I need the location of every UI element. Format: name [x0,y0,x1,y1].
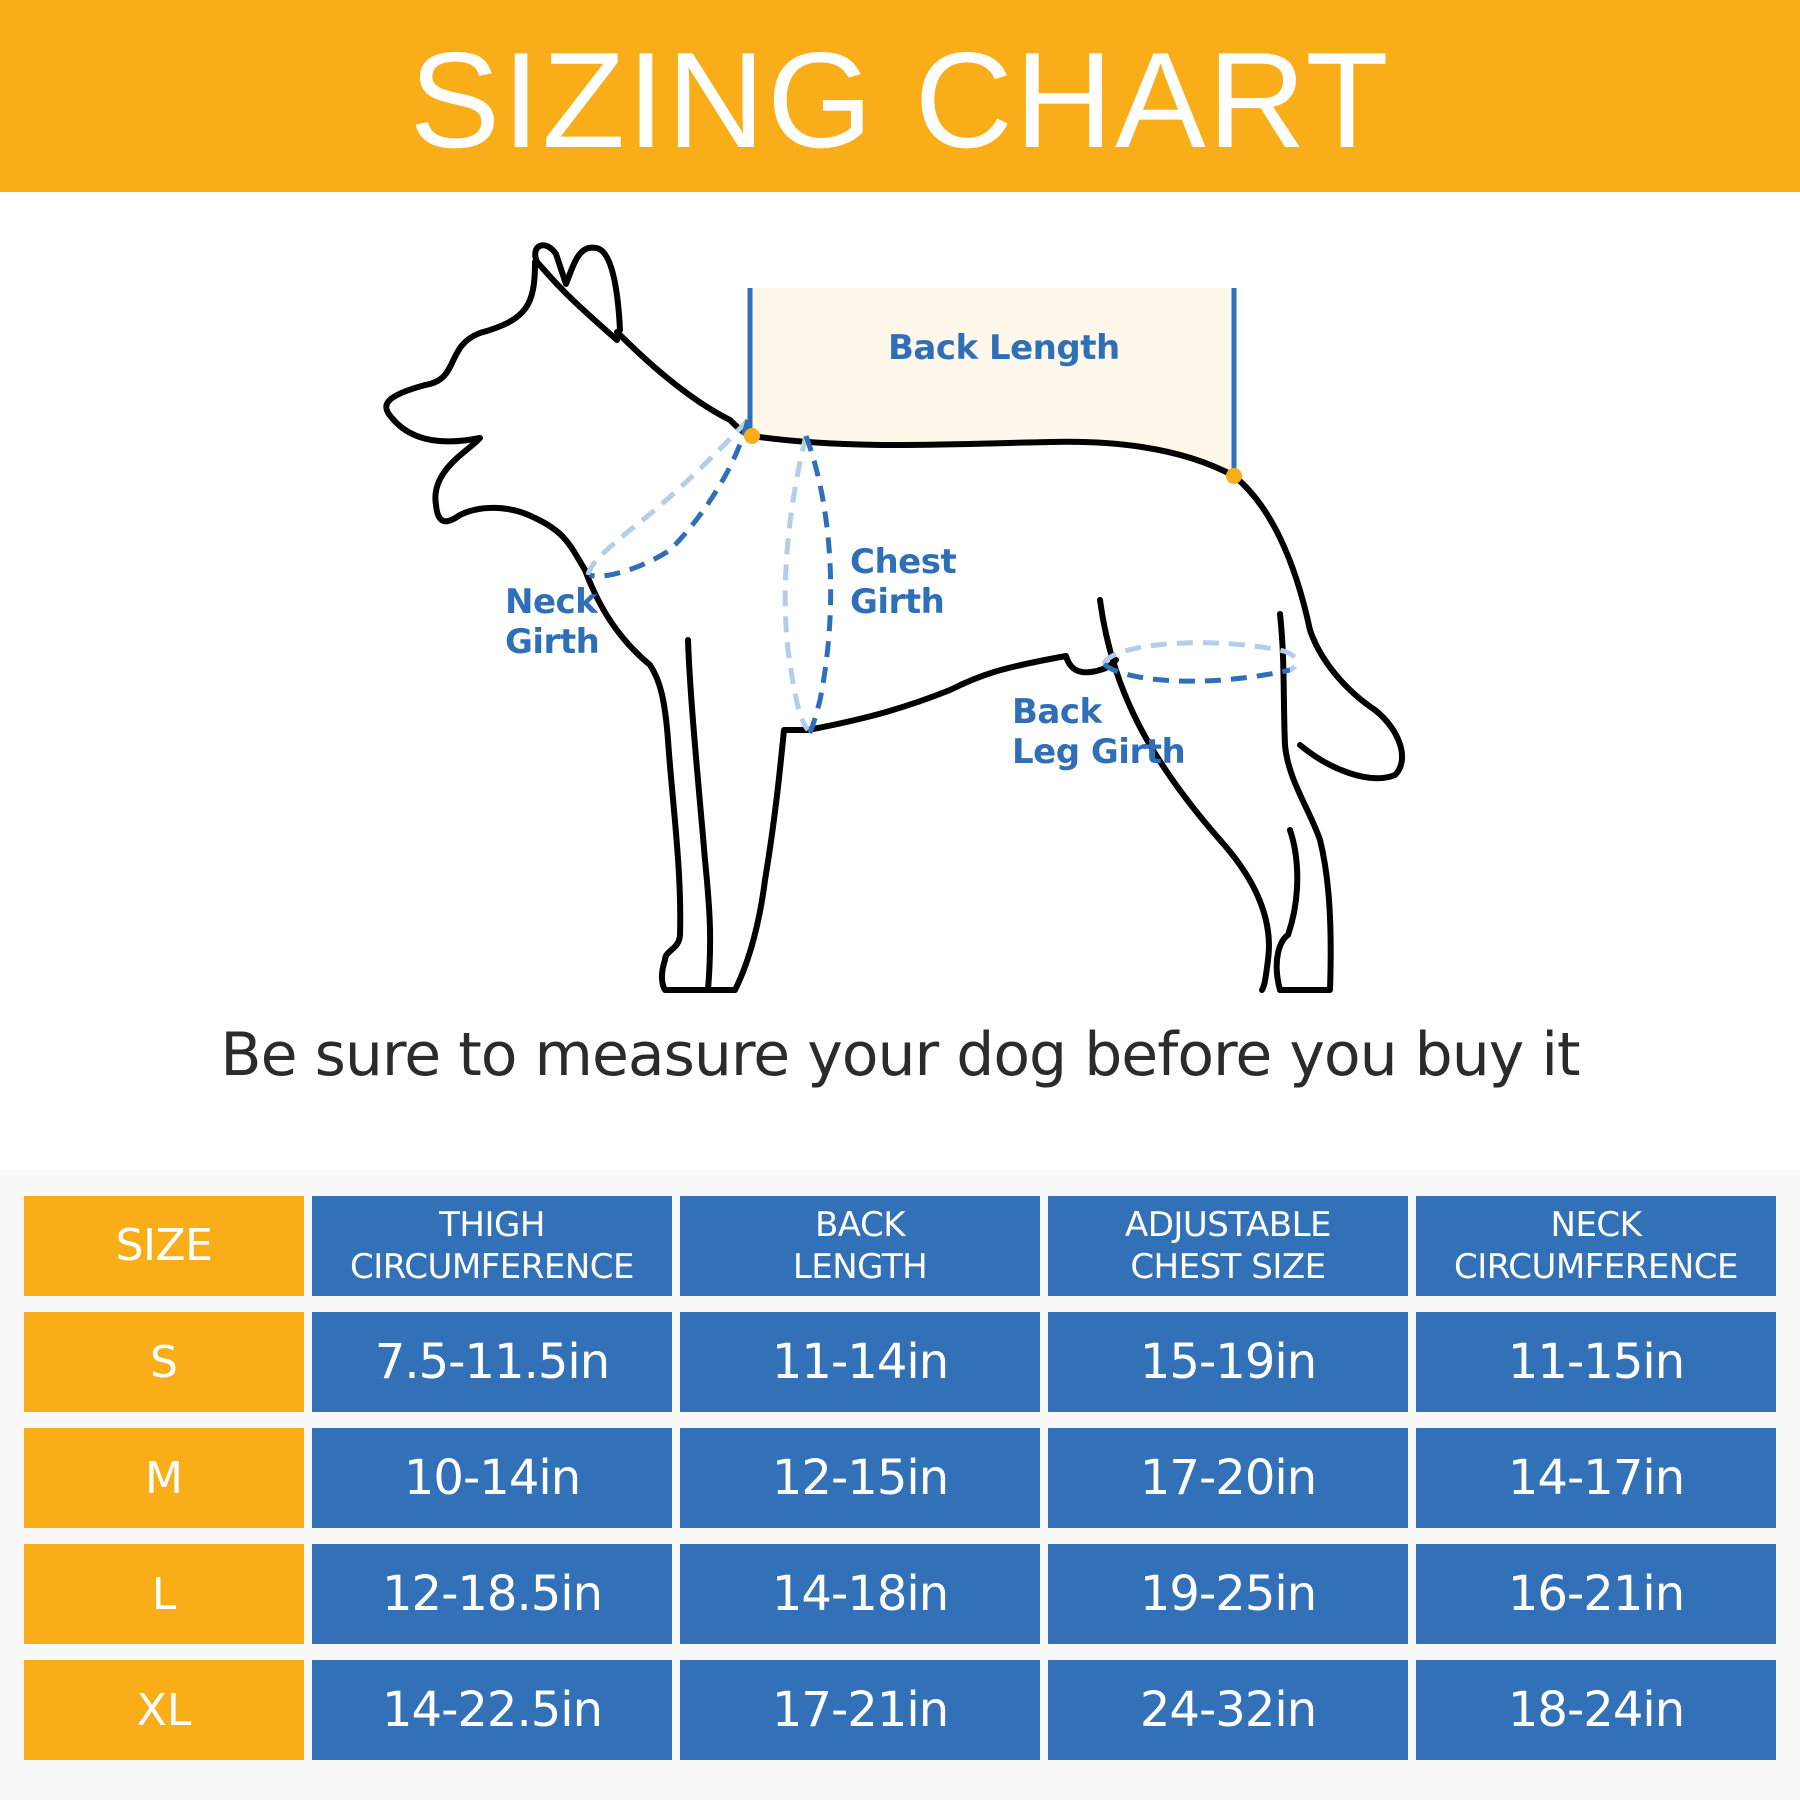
back-leg-girth-measure [1101,640,1299,684]
neck-girth-label-line1: Neck [505,582,598,622]
row-s-back: 11-14in [680,1312,1040,1412]
title-banner: SIZING CHART [0,0,1800,192]
header-back-length: BACK LENGTH [680,1196,1040,1296]
row-xl-thigh: 14-22.5in [312,1660,672,1760]
chest-girth-label-line2: Girth [850,582,945,622]
page-title: SIZING CHART [409,24,1391,176]
back-length-label: Back Length [888,328,1120,368]
row-l-back: 14-18in [680,1544,1040,1644]
header-size: SIZE [24,1196,304,1296]
row-s-chest: 15-19in [1048,1312,1408,1412]
row-xl-size: XL [24,1660,304,1760]
row-xl-chest: 24-32in [1048,1660,1408,1760]
row-s-thigh: 7.5-11.5in [312,1312,672,1412]
neck-base-point [744,428,760,444]
neck-girth-measure [585,418,751,579]
row-l-thigh: 12-18.5in [312,1544,672,1644]
dog-measurement-diagram: Back Length Chest Girth Neck Girth Back … [0,192,1800,1012]
tail-base-point [1226,468,1242,484]
row-l-size: L [24,1544,304,1644]
row-m-chest: 17-20in [1048,1428,1408,1528]
chest-girth-measure [782,435,834,742]
row-xl-neck: 18-24in [1416,1660,1776,1760]
row-m-size: M [24,1428,304,1528]
chest-girth-label-line1: Chest [850,542,957,582]
row-xl-back: 17-21in [680,1660,1040,1760]
header-adjustable-chest-size: ADJUSTABLE CHEST SIZE [1048,1196,1408,1296]
header-thigh-circumference: THIGH CIRCUMFERENCE [312,1196,672,1296]
dog-illustration [383,242,1406,993]
row-l-chest: 19-25in [1048,1544,1408,1644]
size-table: SIZE THIGH CIRCUMFERENCE BACK LENGTH ADJUS… [24,1196,1776,1760]
measure-advice: Be sure to measure your dog before you b… [220,1020,1580,1090]
row-m-back: 12-15in [680,1428,1040,1528]
row-m-neck: 14-17in [1416,1428,1776,1528]
dog-outline [383,242,1406,993]
back-leg-girth-label-line1: Back [1012,692,1102,732]
row-l-neck: 16-21in [1416,1544,1776,1644]
row-m-thigh: 10-14in [312,1428,672,1528]
row-s-size: S [24,1312,304,1412]
row-s-neck: 11-15in [1416,1312,1776,1412]
header-neck-circumference: NECK CIRCUMFERENCE [1416,1196,1776,1296]
neck-girth-label-line2: Girth [505,622,600,662]
back-leg-girth-label-line2: Leg Girth [1012,732,1186,772]
